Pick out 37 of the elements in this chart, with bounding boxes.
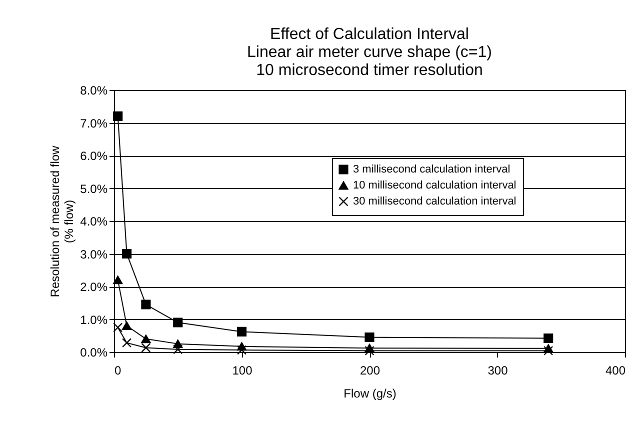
point — [122, 338, 132, 348]
point — [544, 346, 554, 356]
legend-label: 10 millisecond calculation interval — [353, 180, 516, 192]
x-tick-label: 100 — [232, 364, 253, 378]
point — [544, 333, 554, 344]
point — [141, 342, 151, 353]
y-tick-label: 2.0% — [80, 280, 108, 294]
x-tick-label: 0 — [114, 364, 122, 378]
x-tick-label: 200 — [360, 364, 380, 378]
x-axis-title: Flow (g/s) — [344, 386, 396, 400]
legend-label: 3 millisecond calculation interval — [353, 164, 510, 176]
point — [141, 334, 151, 344]
y-tick-label: 6.0% — [80, 149, 108, 163]
y-axis-title: Resolution of measured flow (% flow) — [48, 145, 76, 298]
point — [236, 345, 247, 355]
point — [122, 322, 132, 330]
point — [364, 346, 374, 356]
y-tick-label: 5.0% — [80, 182, 108, 196]
y-tick-label: 8.0% — [80, 84, 108, 98]
point — [113, 111, 123, 121]
point — [113, 322, 123, 332]
legend-label: 30 millisecond calculation interval — [353, 196, 516, 208]
chart-title: Effect of Calculation Interval Linear air meter curve shape (c=1) 10 microsecond timer resolution — [247, 26, 492, 79]
point — [364, 332, 374, 342]
y-tick-label: 3.0% — [80, 247, 108, 262]
y-tick-label: 7.0% — [80, 116, 108, 130]
point — [236, 326, 247, 336]
y-tick-label: 4.0% — [80, 214, 108, 228]
x-tick-label: 300 — [488, 364, 508, 378]
y-tick-label: 0.0% — [80, 346, 108, 360]
y-tick-label: 1.0% — [80, 312, 108, 327]
point — [122, 248, 132, 259]
point — [173, 318, 183, 328]
x-tick-label: 400 — [605, 364, 626, 378]
point — [141, 300, 151, 310]
point — [173, 344, 183, 354]
point — [113, 276, 123, 284]
